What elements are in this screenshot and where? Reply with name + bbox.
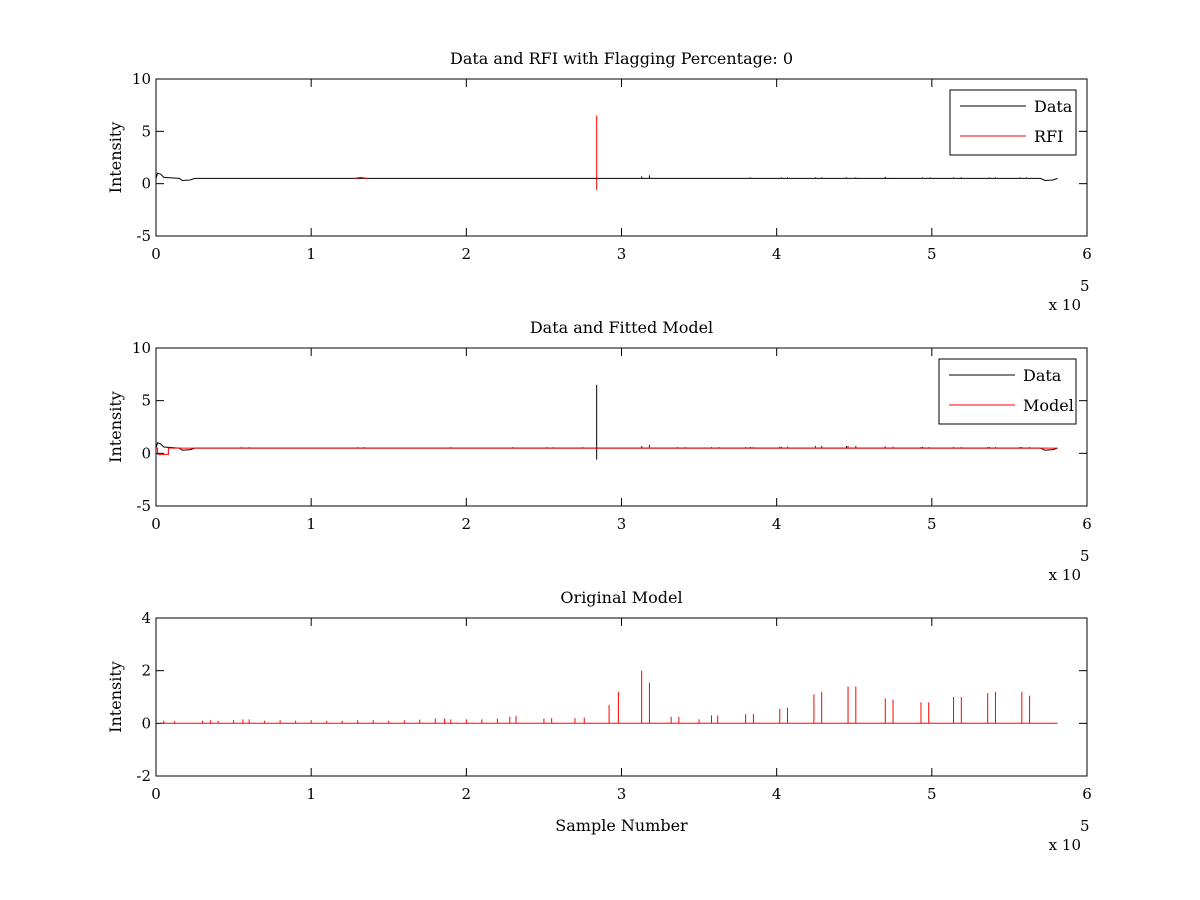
chart-title: Data and RFI with Flagging Percentage: 0 bbox=[450, 49, 793, 68]
series-line bbox=[156, 172, 1058, 182]
series-line bbox=[354, 176, 368, 179]
legend: Data Model bbox=[938, 358, 1077, 425]
chart-title: Original Model bbox=[560, 588, 682, 607]
y-axis-label: Intensity bbox=[106, 661, 125, 733]
series-line bbox=[156, 447, 1058, 455]
subplot-1: Data and RFI with Flagging Percentage: 0… bbox=[106, 49, 1092, 314]
y-tick-label: 5 bbox=[141, 392, 151, 410]
legend-label: Data bbox=[1034, 97, 1073, 116]
y-tick-label: 4 bbox=[141, 609, 151, 627]
x-axis-label: Sample Number bbox=[555, 816, 688, 835]
series-rfi bbox=[354, 115, 598, 190]
y-tick-label: -2 bbox=[136, 767, 151, 785]
axes-box bbox=[155, 617, 1088, 777]
x-tick-label: 5 bbox=[927, 245, 937, 263]
legend-box bbox=[938, 358, 1077, 425]
y-tick-label: 5 bbox=[141, 122, 151, 140]
legend-box bbox=[949, 89, 1077, 156]
x-tick-label: 3 bbox=[617, 245, 627, 263]
series-model bbox=[160, 670, 1058, 724]
x-tick-label: 4 bbox=[772, 785, 782, 803]
x-tick-label: 1 bbox=[306, 785, 316, 803]
x-multiplier-exponent: 5 bbox=[1080, 817, 1090, 835]
y-tick-label: 0 bbox=[141, 714, 151, 732]
legend-label: Data bbox=[1023, 366, 1062, 385]
x-tick-label: 6 bbox=[1082, 785, 1092, 803]
plot-area bbox=[160, 670, 1058, 724]
y-tick-label: 2 bbox=[141, 662, 151, 680]
y-tick-label: 10 bbox=[132, 339, 151, 357]
x-tick-label: 2 bbox=[462, 785, 472, 803]
x-tick-label: 3 bbox=[617, 515, 627, 533]
x-tick-label: 1 bbox=[306, 245, 316, 263]
legend: Data RFI bbox=[949, 89, 1077, 156]
x-tick-label: 2 bbox=[462, 515, 472, 533]
y-tick-label: 10 bbox=[132, 70, 151, 88]
x-tick-label: 0 bbox=[151, 245, 161, 263]
x-tick-label: 4 bbox=[772, 245, 782, 263]
x-tick-label: 5 bbox=[927, 785, 937, 803]
series-model bbox=[156, 445, 1058, 455]
x-multiplier-exponent: 5 bbox=[1080, 547, 1090, 565]
x-tick-label: 1 bbox=[306, 515, 316, 533]
series-data bbox=[156, 172, 1058, 182]
y-tick-label: -5 bbox=[136, 497, 151, 515]
y-axis-label: Intensity bbox=[106, 391, 125, 463]
axes-box bbox=[155, 78, 1088, 237]
chart-title: Data and Fitted Model bbox=[530, 318, 713, 337]
x-tick-label: 6 bbox=[1082, 515, 1092, 533]
x-tick-label: 6 bbox=[1082, 245, 1092, 263]
x-multiplier-label: x 10 bbox=[1049, 566, 1081, 584]
y-tick-label: 0 bbox=[141, 444, 151, 462]
x-tick-label: 5 bbox=[927, 515, 937, 533]
x-tick-label: 2 bbox=[462, 245, 472, 263]
x-multiplier-label: x 10 bbox=[1049, 836, 1081, 854]
x-tick-label: 0 bbox=[151, 515, 161, 533]
legend-label: Model bbox=[1023, 396, 1074, 415]
series-line bbox=[156, 442, 1058, 451]
x-multiplier-label: x 10 bbox=[1049, 296, 1081, 314]
legend-label: RFI bbox=[1034, 127, 1063, 146]
x-multiplier-exponent: 5 bbox=[1080, 277, 1090, 295]
y-tick-label: 0 bbox=[141, 175, 151, 193]
x-tick-label: 3 bbox=[617, 785, 627, 803]
plot-area bbox=[156, 384, 1058, 460]
y-tick-label: -5 bbox=[136, 227, 151, 245]
axes-box bbox=[155, 347, 1088, 507]
y-axis-label: Intensity bbox=[106, 122, 125, 194]
x-tick-label: 4 bbox=[772, 515, 782, 533]
x-tick-label: 0 bbox=[151, 785, 161, 803]
plot-area bbox=[156, 115, 1058, 190]
